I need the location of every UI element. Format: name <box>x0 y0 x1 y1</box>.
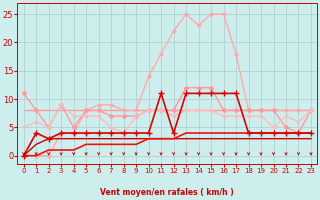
X-axis label: Vent moyen/en rafales ( km/h ): Vent moyen/en rafales ( km/h ) <box>100 188 234 197</box>
